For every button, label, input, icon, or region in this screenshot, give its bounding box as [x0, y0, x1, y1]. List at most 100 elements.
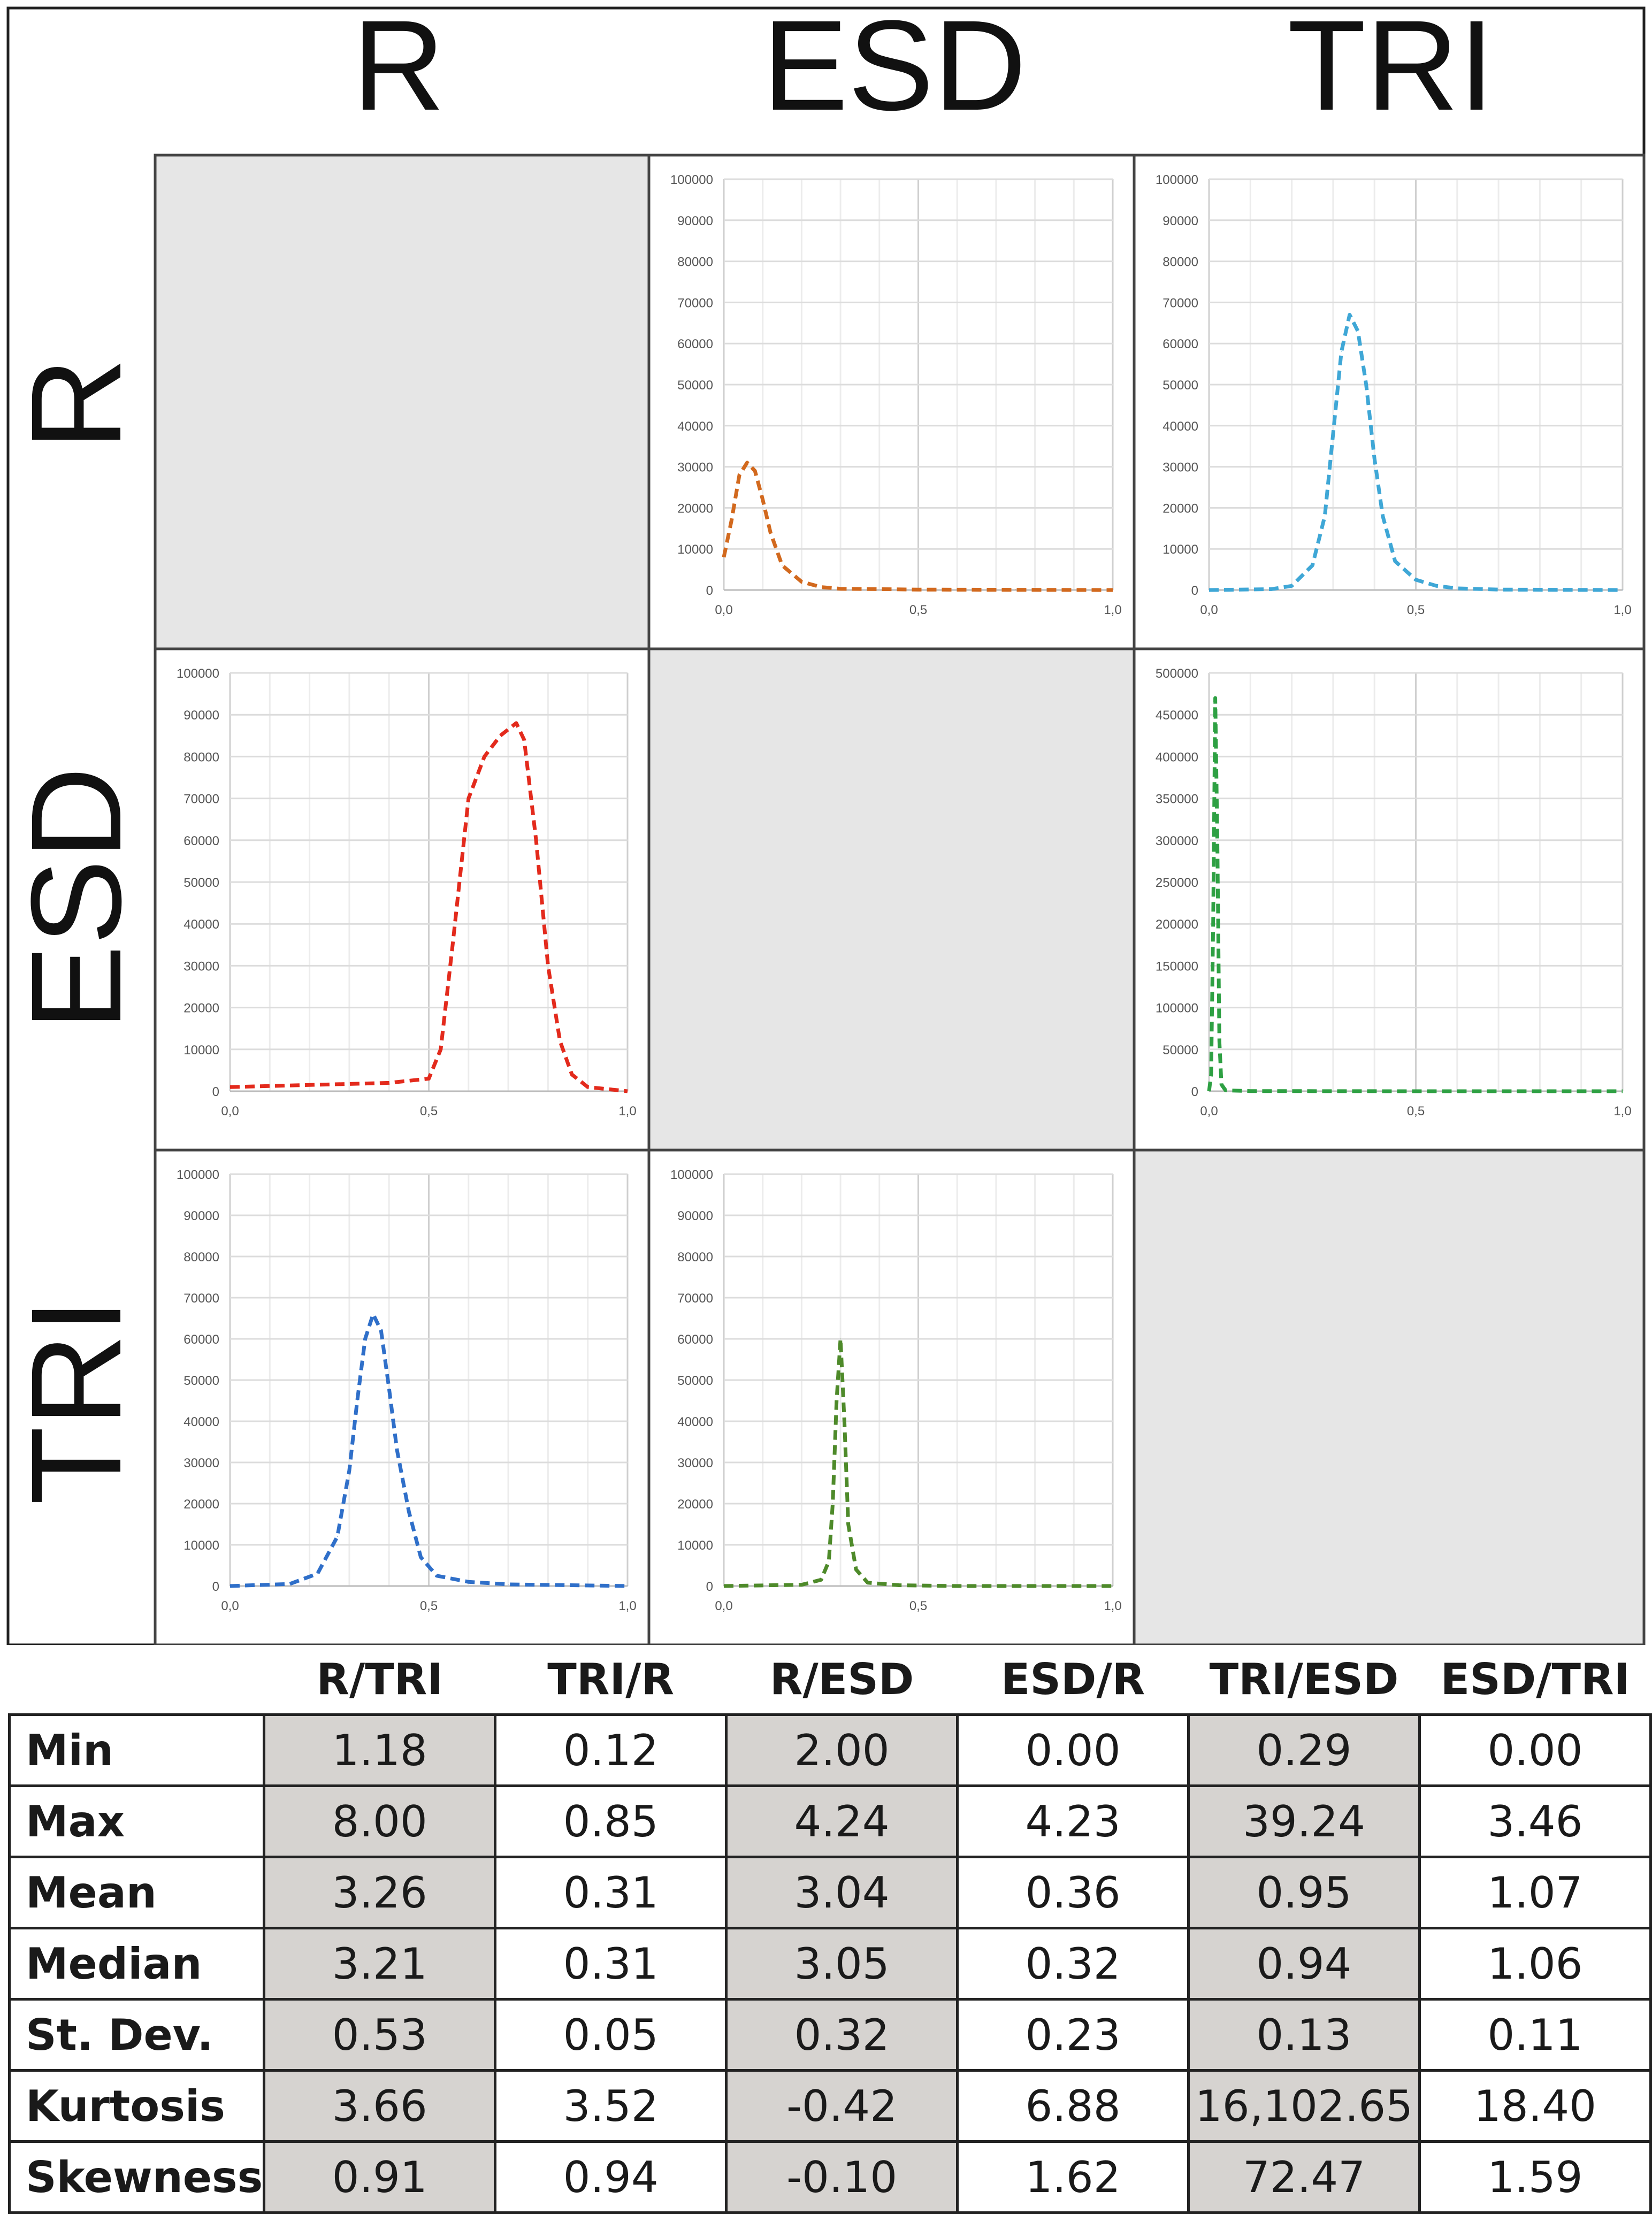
data-point	[867, 1582, 868, 1583]
table-cell: 0.23	[956, 1998, 1190, 2072]
table-cell: 0.05	[494, 1998, 728, 2072]
table-cell: 0.94	[1187, 1927, 1421, 2001]
data-point	[739, 474, 740, 476]
table-cell: 4.23	[956, 1784, 1190, 1858]
table-cell: 16,102.65	[1187, 2069, 1421, 2143]
y-tick-label: 200000	[1156, 917, 1198, 932]
y-tick-label: 100000	[670, 173, 713, 187]
row-label: Mean	[7, 1856, 266, 1929]
y-tick-label: 40000	[183, 1415, 219, 1429]
x-tick-label: 0,0	[715, 1599, 732, 1613]
column-header: ESD/TRI	[1440, 1654, 1630, 1704]
data-point	[484, 756, 485, 757]
row-header-esd: ESD	[4, 767, 148, 1030]
row-header-tri: TRI	[4, 1298, 148, 1505]
data-point	[918, 589, 919, 590]
y-tick-label: 100000	[1156, 173, 1198, 187]
row-label: St. Dev.	[7, 1998, 266, 2072]
table-cell: 0.36	[956, 1856, 1190, 1929]
data-point	[317, 1573, 318, 1574]
data-point	[844, 1421, 845, 1422]
y-tick-label: 100000	[177, 667, 219, 681]
y-tick-label: 90000	[677, 1209, 713, 1223]
column-header-tri: TRI	[1288, 0, 1495, 137]
table-row: St. Dev. 0.53 0.05 0.32 0.23 0.13 0.11	[7, 1998, 1652, 2072]
y-tick-label: 80000	[183, 1250, 219, 1265]
table-cell: 8.00	[263, 1784, 497, 1858]
x-tick-label: 1,0	[1104, 603, 1121, 617]
table-row: Max 8.00 0.85 4.24 4.23 39.24 3.46	[7, 1784, 1652, 1858]
row-label: Kurtosis	[7, 2069, 266, 2143]
data-point	[1374, 458, 1375, 459]
table-cell: 3.21	[263, 1927, 497, 2001]
table-cell: 0.94	[494, 2140, 728, 2214]
y-tick-label: 100000	[670, 1168, 713, 1182]
table-cell: 0.31	[494, 1927, 728, 2001]
data-point	[571, 1074, 572, 1075]
y-tick-label: 0	[1191, 584, 1198, 598]
row-label: Skewness	[7, 2140, 266, 2214]
y-tick-label: 20000	[183, 1497, 219, 1512]
y-tick-label: 60000	[677, 1332, 713, 1347]
diagonal-empty-cell	[1133, 1148, 1646, 1645]
column-header: R/TRI	[316, 1654, 443, 1704]
table-cell: 3.66	[263, 2069, 497, 2143]
table-cell: 0.53	[263, 1998, 497, 2072]
table-cell: 3.52	[494, 2069, 728, 2143]
y-tick-label: 400000	[1156, 750, 1198, 764]
y-tick-label: 50000	[677, 378, 713, 393]
y-tick-label: 50000	[183, 1374, 219, 1388]
table-row: Mean 3.26 0.31 3.04 0.36 0.95 1.07	[7, 1856, 1652, 1929]
table-cell: 0.32	[725, 1998, 959, 2072]
table-cell: 6.88	[956, 2069, 1190, 2143]
data-point	[1015, 589, 1016, 591]
y-tick-label: 70000	[1162, 296, 1198, 310]
table-cell: 18.40	[1418, 2069, 1652, 2143]
y-tick-label: 70000	[183, 1291, 219, 1306]
y-tick-label: 80000	[183, 750, 219, 764]
data-point	[801, 1584, 802, 1585]
distribution-line	[723, 1337, 1113, 1588]
table-cell: 0.95	[1187, 1856, 1421, 1929]
y-tick-label: 10000	[183, 1538, 219, 1553]
x-tick-label: 1,0	[1613, 1104, 1631, 1119]
chart-esd-vs-r: 0 10000 20000 30000 40000 50000 60000 70000 8000…	[177, 667, 637, 1119]
y-tick-label: 90000	[677, 214, 713, 228]
table-cell: -0.10	[725, 2140, 959, 2214]
y-tick-label: 40000	[183, 917, 219, 932]
data-point	[840, 588, 841, 589]
table-cell: 0.00	[1418, 1713, 1652, 1787]
y-tick-label: 60000	[1162, 337, 1198, 351]
chart-r-vs-tri: 0 10000 20000 30000 40000 50000 60000 70000 8000…	[1156, 173, 1632, 617]
y-tick-label: 80000	[1162, 255, 1198, 270]
table-cell: 0.13	[1187, 1998, 1421, 2072]
table-cell: 3.04	[725, 1856, 959, 1929]
y-tick-label: 30000	[183, 959, 219, 974]
chart-tri-vs-esd: 0 10000 20000 30000 40000 50000 60000 70000 8000…	[670, 1168, 1122, 1613]
table-cell: 0.31	[494, 1856, 728, 1929]
y-tick-label: 0	[706, 584, 713, 598]
y-tick-label: 0	[212, 1085, 219, 1099]
table-row: Median 3.21 0.31 3.05 0.32 0.94 1.06	[7, 1927, 1652, 2001]
y-tick-label: 20000	[677, 1497, 713, 1512]
row-header-r: R	[4, 357, 148, 450]
chart-esd-vs-tri: 0 50000 100000 150000 200000 250000 300000 3500…	[1156, 667, 1632, 1119]
y-tick-label: 100000	[177, 1168, 219, 1182]
x-tick-label: 0,0	[221, 1104, 239, 1119]
column-header: TRI/ESD	[1209, 1654, 1399, 1704]
chart-cell	[154, 1148, 651, 1645]
x-tick-label: 0,5	[1407, 1104, 1425, 1119]
data-point	[957, 1585, 958, 1587]
data-point	[801, 581, 802, 583]
y-tick-label: 0	[1191, 1085, 1198, 1099]
x-tick-label: 0,0	[1200, 603, 1218, 617]
table-cell: 1.59	[1418, 2140, 1652, 2214]
y-tick-label: 350000	[1156, 792, 1198, 807]
y-tick-label: 30000	[1162, 461, 1198, 475]
y-tick-label: 90000	[183, 708, 219, 723]
table-cell: 0.32	[956, 1927, 1190, 2001]
table-cell: 1.07	[1418, 1856, 1652, 1929]
distribution-line	[722, 461, 1113, 592]
y-tick-label: 500000	[1156, 667, 1198, 681]
y-tick-label: 150000	[1156, 959, 1198, 974]
